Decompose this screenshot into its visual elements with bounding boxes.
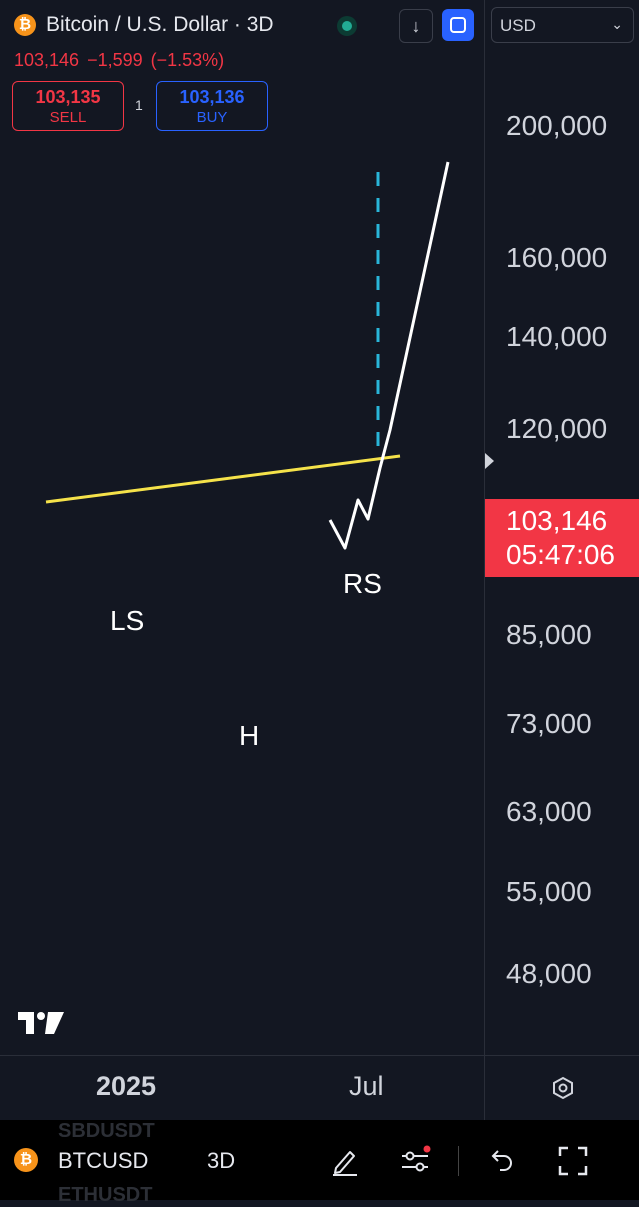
price-chart[interactable]: LS H RS bbox=[0, 0, 484, 1055]
sell-price: 103,135 bbox=[35, 87, 101, 107]
tradingview-logo-icon[interactable] bbox=[18, 1010, 66, 1036]
bottom-toolbar: SBDUSDT ETHUSDT ₿ BTCUSD 3D bbox=[0, 1120, 639, 1206]
buy-label: BUY bbox=[196, 109, 228, 126]
indicators-icon[interactable] bbox=[398, 1144, 432, 1178]
toolbar-divider bbox=[458, 1146, 459, 1176]
forecast-path bbox=[328, 161, 450, 550]
interval-button[interactable]: 3D bbox=[207, 1148, 236, 1173]
chart-settings[interactable] bbox=[484, 1055, 639, 1120]
label-head: H bbox=[239, 720, 259, 751]
settings-icon[interactable] bbox=[551, 1076, 575, 1100]
price-tick: 63,000 bbox=[506, 796, 592, 827]
price-tick: 140,000 bbox=[506, 321, 608, 352]
ghost-symbol: ETHUSDT bbox=[58, 1184, 153, 1206]
chart-header: ₿ Bitcoin / U.S. Dollar · 3D ↓ 103,146 −1… bbox=[0, 0, 484, 140]
sell-button[interactable]: 103,135 SELL bbox=[12, 81, 124, 131]
bitcoin-logo-icon: ₿ bbox=[14, 14, 36, 36]
undo-icon[interactable] bbox=[484, 1144, 518, 1178]
price-tick: 48,000 bbox=[506, 958, 592, 989]
ghost-symbol: SBDUSDT bbox=[58, 1120, 155, 1142]
sell-label: SELL bbox=[49, 109, 87, 126]
arrow-down-icon[interactable]: ↓ bbox=[399, 9, 433, 43]
market-status-icon bbox=[337, 16, 357, 36]
price-change-line: 103,146 −1,599 (−1.53%) bbox=[14, 50, 232, 71]
bar-countdown: 05:47:06 bbox=[506, 539, 615, 570]
draw-pen-icon[interactable] bbox=[328, 1144, 362, 1178]
last-price: 103,146 bbox=[14, 50, 80, 70]
chevron-down-icon: ⌄ bbox=[611, 16, 623, 32]
price-change: −1,599 bbox=[87, 50, 143, 70]
last-price-tag: 103,146 05:47:06 bbox=[485, 499, 639, 577]
time-label-month: Jul bbox=[349, 1071, 384, 1101]
spread-value: 1 bbox=[135, 97, 143, 113]
price-tick: 73,000 bbox=[506, 708, 592, 739]
chart-pane[interactable]: LS H RS ₿ Bitcoin / U.S. Dollar · 3D ↓ 1… bbox=[0, 0, 484, 1055]
price-tick: 200,000 bbox=[506, 110, 608, 141]
bitcoin-logo-icon: ₿ bbox=[14, 1148, 38, 1172]
symbol-search-button[interactable]: BTCUSD bbox=[58, 1148, 149, 1173]
label-left-shoulder: LS bbox=[110, 605, 144, 636]
currency-value: USD bbox=[500, 16, 536, 35]
time-label-year: 2025 bbox=[96, 1071, 157, 1101]
buy-price: 103,136 bbox=[179, 87, 245, 107]
neckline bbox=[45, 454, 401, 504]
price-tick: 160,000 bbox=[506, 242, 608, 273]
currency-select[interactable]: USD ⌄ bbox=[491, 7, 634, 43]
price-change-percent: (−1.53%) bbox=[150, 50, 225, 70]
label-right-shoulder: RS bbox=[343, 568, 382, 599]
fullscreen-icon[interactable] bbox=[442, 9, 474, 41]
expand-icon[interactable] bbox=[556, 1144, 590, 1178]
price-tick: 120,000 bbox=[506, 413, 608, 444]
price-tick: 85,000 bbox=[506, 619, 592, 650]
axis-marker-icon bbox=[485, 453, 494, 469]
buy-button[interactable]: 103,136 BUY bbox=[156, 81, 268, 131]
last-price-label: 103,146 bbox=[506, 505, 608, 536]
price-axis[interactable]: USD ⌄ 200,000 160,000 140,000 120,000 10… bbox=[484, 0, 639, 1055]
symbol-title[interactable]: Bitcoin / U.S. Dollar · 3D bbox=[46, 13, 274, 36]
price-tick: 55,000 bbox=[506, 876, 592, 907]
time-axis[interactable]: 2025 Jul bbox=[0, 1055, 484, 1120]
